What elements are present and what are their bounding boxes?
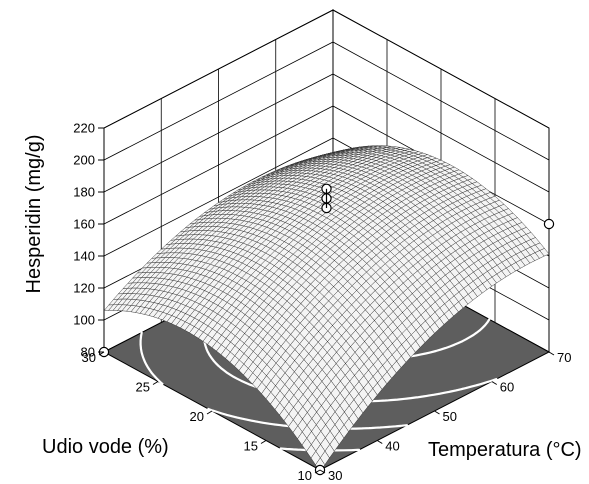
x-tick-mark [434,410,440,415]
x-tick-label: 40 [385,439,399,454]
y-tick-label: 30 [82,350,96,365]
x-tick-label: 50 [443,409,457,424]
z-tick-label: 180 [73,185,95,200]
x-tick-mark [319,469,326,474]
design-point [543,218,555,230]
y-tick-label: 20 [190,409,204,424]
z-gridline [103,41,550,161]
y-tick-mark [206,410,213,415]
y-tick-mark [98,351,105,356]
x-axis-ticks: 30 40 50 60 70 [319,350,571,483]
x-tick-mark [491,381,498,385]
y-tick-label: 15 [244,439,258,454]
z-tick-label: 100 [73,313,95,328]
x-tick-mark [548,351,555,356]
x-tick-label: 60 [500,380,514,395]
z-gridline [103,9,550,129]
x-tick-label: 70 [557,350,571,365]
design-points [98,183,555,476]
y-tick-mark [152,381,159,385]
z-tick-label: 80 [81,345,95,360]
y-tick-mark [260,440,267,444]
y-axis-title: Udio vode (%) [42,436,169,458]
z-tick-label: 200 [73,153,95,168]
z-axis-title: Hesperidin (mg/g) [23,135,45,294]
y-tick-label: 10 [298,468,312,483]
z-tick-label: 120 [73,281,95,296]
y-axis-ticks: 10 15 20 25 30 [82,350,321,483]
z-axis-ticks: 80 100 120 140 160 180 200 220 [73,121,104,360]
z-tick-label: 160 [73,217,95,232]
y-tick-mark [314,469,321,474]
x-axis-title: Temperatura (°C) [428,439,582,461]
y-tick-label: 25 [136,380,150,395]
x-tick-label: 30 [328,468,342,483]
x-tick-mark [376,440,383,444]
z-tick-label: 220 [73,121,95,136]
z-tick-label: 140 [73,249,95,264]
